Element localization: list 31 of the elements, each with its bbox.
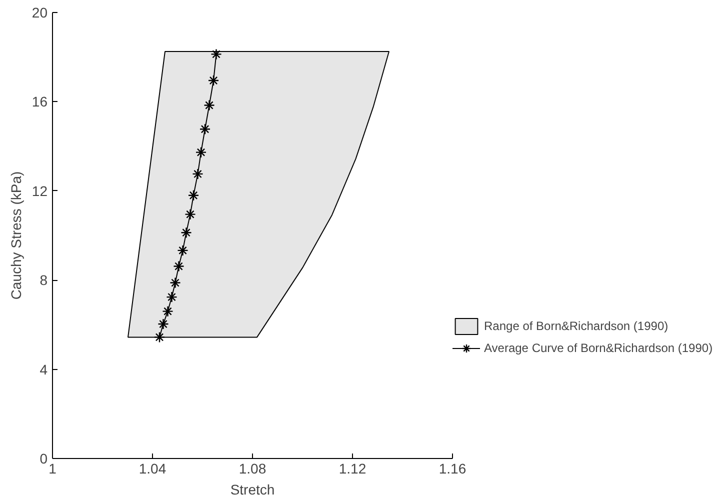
y-tick-label: 8 bbox=[40, 272, 48, 288]
x-tick-label: 1.04 bbox=[138, 460, 166, 476]
x-tick-label: 1.16 bbox=[438, 460, 466, 476]
y-tick-label: 16 bbox=[32, 94, 48, 110]
y-axis-title: Cauchy Stress (kPa) bbox=[8, 171, 24, 300]
point bbox=[199, 124, 211, 135]
point bbox=[154, 332, 166, 343]
point bbox=[158, 318, 169, 330]
point bbox=[170, 277, 181, 288]
point bbox=[166, 291, 178, 303]
y-tick-label: 12 bbox=[32, 182, 48, 199]
point bbox=[195, 146, 207, 158]
x-axis-title: Stretch bbox=[230, 482, 275, 498]
point bbox=[192, 168, 204, 180]
point bbox=[162, 306, 174, 317]
point bbox=[184, 208, 196, 220]
point bbox=[173, 260, 184, 272]
point bbox=[188, 190, 200, 201]
legend-label: Average Curve of Born&Richardson (1990) bbox=[484, 341, 713, 355]
y-tick-label: 4 bbox=[40, 361, 48, 378]
x-tick-label: 1.12 bbox=[338, 460, 366, 476]
legend-label: Range of Born&Richardson (1990) bbox=[484, 319, 668, 333]
x-tick-label: 1 bbox=[48, 460, 57, 476]
y-tick-label: 20 bbox=[32, 4, 48, 20]
x-tick-label: 1.08 bbox=[238, 460, 266, 476]
point bbox=[180, 227, 192, 238]
point bbox=[210, 48, 222, 60]
point bbox=[204, 100, 215, 111]
point bbox=[177, 244, 188, 256]
y-tick-label: 0 bbox=[40, 450, 48, 466]
point bbox=[208, 74, 220, 86]
